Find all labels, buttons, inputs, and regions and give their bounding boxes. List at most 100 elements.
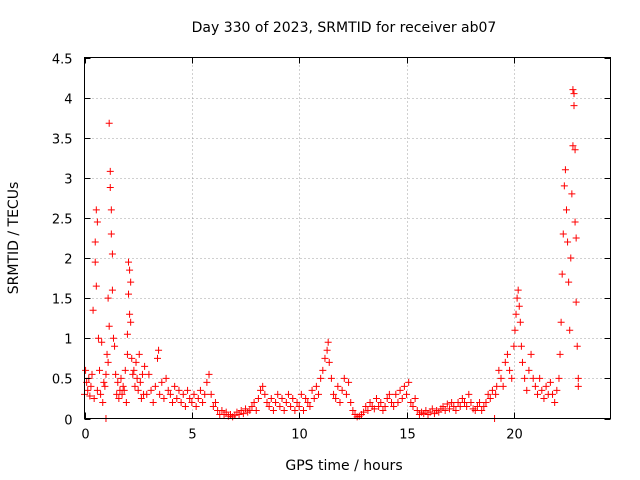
data-point: [506, 366, 514, 374]
chart-title: Day 330 of 2023, SRMTID for receiver ab0…: [192, 20, 497, 36]
data-point: [107, 206, 115, 214]
data-point: [284, 390, 292, 398]
data-point: [207, 390, 215, 398]
data-point: [342, 390, 350, 398]
data-point: [100, 378, 108, 386]
data-point: [372, 394, 380, 402]
data-point: [478, 406, 486, 414]
data-point: [304, 398, 312, 406]
data-point: [332, 394, 340, 402]
data-point: [184, 386, 192, 394]
data-point: [128, 354, 136, 362]
data-point: [534, 390, 542, 398]
data-point: [133, 374, 141, 382]
data-point: [94, 334, 102, 342]
data-point: [471, 406, 479, 414]
data-point: [411, 394, 419, 402]
data-point: [99, 398, 107, 406]
data-point: [84, 386, 92, 394]
data-point: [454, 398, 462, 406]
data-point: [456, 402, 464, 410]
data-point: [513, 294, 521, 302]
data-point: [542, 382, 550, 390]
data-point: [531, 382, 539, 390]
data-point: [503, 350, 511, 358]
data-point: [119, 382, 127, 390]
data-point: [388, 398, 396, 406]
data-point: [315, 390, 323, 398]
data-point: [235, 410, 243, 418]
data-point: [156, 390, 164, 398]
data-point: [265, 402, 273, 410]
data-point: [261, 390, 269, 398]
data-point: [248, 402, 256, 410]
data-point: [458, 394, 466, 402]
y-axis-label: SRMTID / TECUs: [6, 182, 22, 295]
data-point: [125, 258, 133, 266]
y-tick-label: 4: [64, 93, 72, 108]
data-point: [553, 386, 561, 394]
data-point: [173, 394, 181, 402]
data-point: [112, 370, 120, 378]
x-tick-label: 0: [81, 428, 89, 443]
data-point: [570, 90, 578, 98]
data-point: [98, 338, 106, 346]
data-point: [574, 382, 582, 390]
x-tick-labels: 0 5 10 15 20: [81, 428, 522, 443]
y-tick-label: 4.5: [52, 53, 73, 68]
data-point: [558, 270, 566, 278]
data-point: [102, 370, 110, 378]
data-point: [398, 394, 406, 402]
data-point: [308, 386, 316, 394]
data-point: [557, 318, 565, 326]
data-point: [141, 362, 149, 370]
data-point: [106, 167, 114, 175]
data-point: [111, 342, 119, 350]
data-point: [467, 398, 475, 406]
data-point: [276, 402, 284, 410]
data-point: [364, 406, 372, 414]
data-point: [443, 400, 451, 408]
data-point: [450, 402, 458, 410]
data-point: [297, 390, 305, 398]
data-point: [199, 398, 207, 406]
data-point: [257, 386, 265, 394]
data-point: [186, 394, 194, 402]
data-point: [166, 390, 174, 398]
data-point: [293, 398, 301, 406]
data-point: [312, 382, 320, 390]
data-point: [92, 206, 100, 214]
data-point: [375, 402, 383, 410]
x-tick-label: 20: [506, 428, 523, 443]
data-point: [282, 398, 290, 406]
data-point: [122, 398, 130, 406]
data-point: [97, 390, 105, 398]
data-point: [510, 342, 518, 350]
data-point: [269, 406, 277, 414]
y-tick-labels: 0 0.5 1 1.5 2 2.5 3 3.5 4 4.5: [52, 53, 73, 429]
data-point: [280, 406, 288, 414]
data-point: [381, 402, 389, 410]
data-point: [127, 318, 135, 326]
data-point: [291, 406, 299, 414]
data-point: [252, 406, 260, 414]
data-point: [123, 350, 131, 358]
data-point: [549, 390, 557, 398]
data-point: [516, 318, 524, 326]
data-point: [302, 394, 310, 402]
data-point: [379, 406, 387, 414]
data-point: [403, 390, 411, 398]
data-point: [323, 346, 331, 354]
y-tick-label: 0: [64, 414, 72, 429]
grid-lines: [84, 57, 611, 419]
y-tick-label: 3.5: [52, 133, 73, 148]
data-point: [334, 382, 342, 390]
data-point: [160, 394, 168, 402]
data-point: [422, 406, 430, 414]
data-point: [559, 230, 567, 238]
data-point: [482, 398, 490, 406]
data-point: [86, 392, 94, 400]
x-tick-label: 10: [291, 428, 308, 443]
data-point: [523, 386, 531, 394]
